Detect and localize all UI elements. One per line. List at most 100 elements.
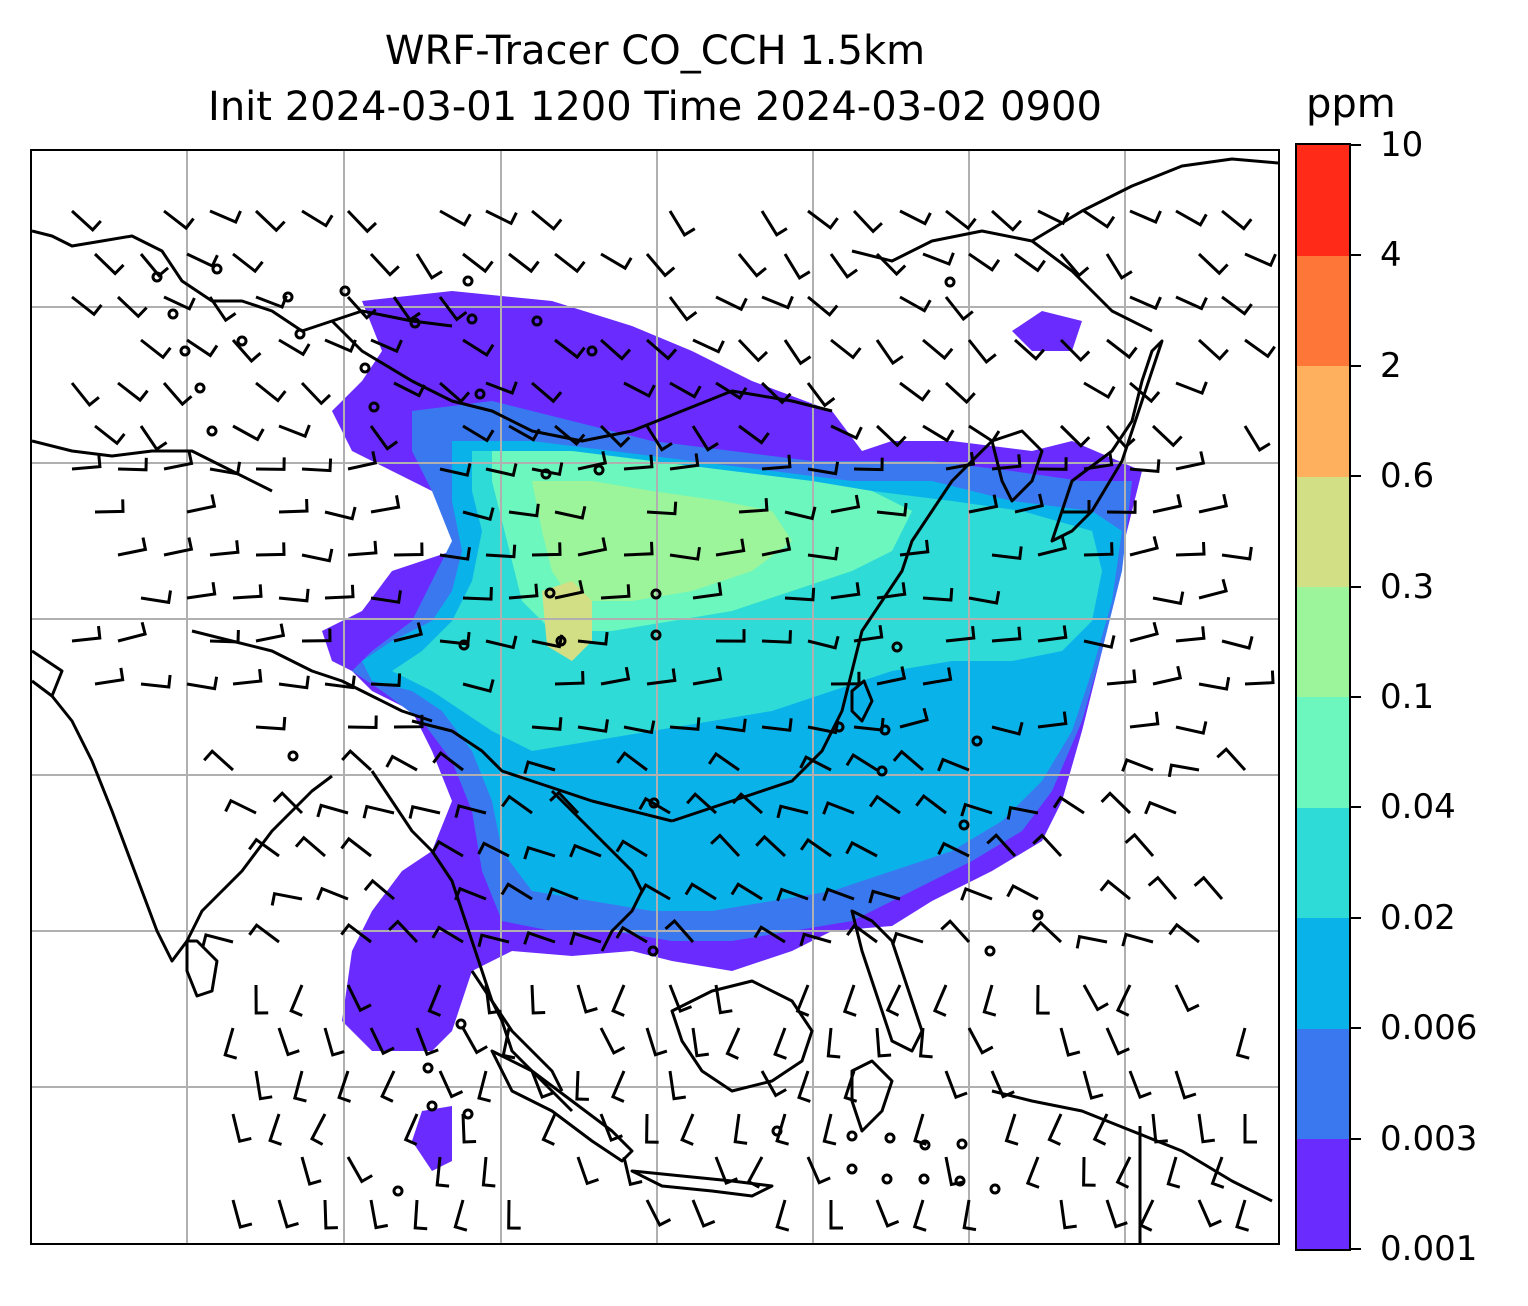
calm-wind-marker	[392, 1185, 404, 1197]
wind-barb	[186, 338, 219, 358]
wind-barb	[94, 424, 126, 446]
wind-barb	[1193, 875, 1224, 900]
calm-wind-marker	[544, 587, 556, 599]
wind-barb	[932, 984, 948, 1017]
wind-barb	[231, 1113, 252, 1144]
wind-barb	[610, 1070, 626, 1103]
wind-barb	[248, 837, 280, 858]
wind-barb	[868, 889, 901, 904]
wind-barb	[784, 506, 817, 521]
plume-0.001-east	[1012, 311, 1082, 351]
sri-lanka	[185, 939, 219, 998]
wind-barb	[268, 1113, 282, 1146]
wind-barb	[1129, 711, 1160, 729]
wind-barb	[753, 925, 786, 944]
wind-barb	[523, 930, 556, 945]
borneo	[670, 979, 814, 1093]
wind-barb	[347, 540, 378, 557]
wind-barb	[462, 587, 493, 601]
wind-barb	[370, 338, 403, 354]
calm-wind-marker	[650, 629, 662, 641]
wind-barb	[615, 925, 648, 944]
wind-barb	[341, 748, 373, 772]
wind-barb	[826, 1027, 841, 1059]
wind-barb	[645, 1113, 659, 1144]
wind-barb	[645, 253, 676, 278]
wind-barb	[346, 295, 377, 320]
wind-barb	[1166, 1156, 1181, 1189]
wind-barb	[1083, 452, 1114, 471]
wind-barb	[646, 668, 677, 686]
wind-barb	[638, 796, 671, 815]
calm-wind-marker	[954, 1175, 966, 1187]
wind-barb	[438, 296, 468, 322]
wind-barb	[1037, 625, 1068, 643]
wind-barb	[531, 717, 563, 731]
pakistan-coast	[32, 649, 64, 697]
calm-wind-marker	[879, 724, 891, 736]
wind-barb	[1175, 209, 1208, 227]
wind-barb	[623, 541, 654, 557]
wind-barb	[369, 425, 399, 451]
wind-barb	[370, 495, 401, 514]
wind-barb	[1105, 425, 1136, 450]
wind-barb	[163, 451, 194, 471]
wind-barb	[922, 667, 953, 686]
wind-barb	[431, 925, 464, 944]
wind-barb	[868, 794, 901, 815]
wind-barb	[1115, 1156, 1132, 1189]
wind-barb	[899, 707, 929, 729]
wind-barb	[569, 931, 602, 946]
calm-wind-marker	[287, 750, 299, 762]
wind-barb	[1221, 546, 1253, 561]
wind-barb	[477, 1070, 491, 1103]
wind-barb	[599, 1113, 623, 1143]
caspian-coast	[32, 229, 453, 333]
wind-barb	[255, 457, 286, 471]
wind-barb	[600, 666, 631, 686]
wind-barb	[843, 1070, 858, 1103]
colorbar-segment	[1297, 145, 1349, 256]
wind-barb	[875, 1027, 892, 1058]
wind-barb	[413, 1199, 428, 1231]
wind-barb	[991, 721, 1024, 736]
coastlines-borders	[32, 157, 1278, 1243]
wind-barb	[775, 1113, 790, 1146]
wind-barb	[922, 587, 954, 602]
wind-barb	[1235, 1027, 1250, 1060]
wind-barb	[715, 629, 746, 643]
wind-barb	[1198, 578, 1228, 600]
wind-barb	[508, 583, 539, 600]
wind-barb	[830, 582, 861, 600]
wind-barb	[1244, 252, 1277, 268]
wind-barb	[746, 1156, 764, 1189]
wind-barb	[1129, 621, 1159, 643]
wind-barb	[892, 749, 924, 772]
wind-barb	[324, 675, 356, 690]
wind-barb	[577, 450, 608, 471]
wind-barb	[1243, 425, 1271, 452]
calm-wind-marker	[984, 945, 996, 957]
wind-barb	[300, 1156, 322, 1186]
wind-barb	[477, 933, 510, 948]
wind-barb	[918, 1027, 933, 1059]
colorbar-tick-label: 0.04	[1380, 787, 1456, 828]
wind-barb	[278, 498, 309, 514]
wind-barb	[1083, 542, 1114, 557]
wind-barb	[776, 887, 809, 902]
wind-barb	[599, 424, 631, 448]
wind-barb	[761, 718, 793, 732]
wind-barb	[991, 454, 1022, 471]
wind-barb	[569, 843, 602, 858]
india-coast	[32, 679, 333, 963]
wind-barb	[432, 751, 464, 772]
wind-barb	[1082, 984, 1109, 1012]
wind-barb	[294, 835, 326, 858]
wind-barb	[760, 210, 788, 237]
wind-barb	[462, 252, 494, 274]
wind-barb	[1129, 536, 1159, 557]
wind-barb	[186, 252, 219, 268]
colorbar-tick	[1351, 144, 1361, 146]
wind-barb	[454, 804, 487, 818]
wind-barb	[799, 755, 832, 772]
